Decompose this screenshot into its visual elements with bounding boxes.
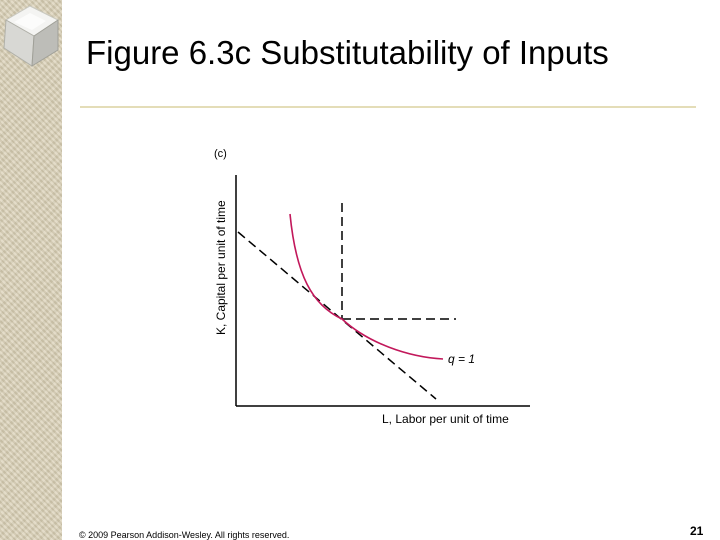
panel-label: (c) — [214, 148, 227, 160]
slide-title: Figure 6.3c Substitutability of Inputs — [86, 34, 609, 71]
page-number: 21 — [690, 524, 704, 538]
isoquant-diagram: (c) K, Capital per unit of time L, Labor… — [214, 148, 530, 426]
isoquant-curve — [289, 213, 444, 360]
glass-cube-icon — [3, 5, 59, 67]
title-divider — [80, 106, 696, 108]
y-axis-label: K, Capital per unit of time — [214, 200, 228, 335]
x-axis-label: L, Labor per unit of time — [382, 412, 509, 426]
curve-label: q = 1 — [448, 352, 475, 366]
decorative-sidebar — [0, 0, 62, 540]
diagonal-dashed-line — [237, 231, 437, 400]
copyright-notice: © 2009 Pearson Addison-Wesley. All right… — [79, 530, 290, 540]
